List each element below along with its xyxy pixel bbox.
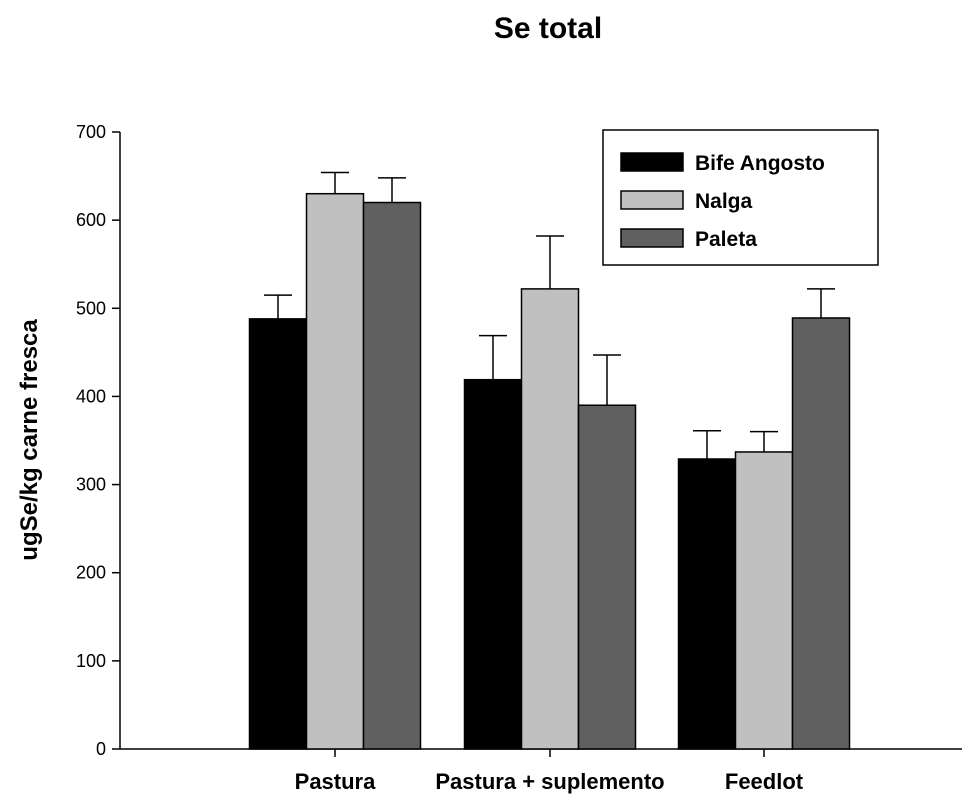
y-tick-label: 600	[76, 210, 106, 230]
bar	[677, 458, 737, 750]
legend-swatch	[620, 228, 684, 248]
category-label: Pastura + suplemento	[435, 769, 664, 794]
bar	[248, 318, 308, 750]
bar	[305, 192, 365, 750]
category-label: Pastura	[295, 769, 376, 794]
y-axis-label: ugSe/kg carne fresca	[16, 319, 43, 561]
y-tick-label: 100	[76, 651, 106, 671]
category-label: Feedlot	[725, 769, 804, 794]
legend-label: Nalga	[695, 190, 753, 213]
bar	[362, 201, 422, 750]
y-tick-label: 700	[76, 122, 106, 142]
bar	[463, 378, 523, 750]
legend-swatch	[620, 152, 684, 172]
bar	[520, 288, 580, 750]
legend: Bife Angosto Nalga Paleta	[602, 129, 879, 266]
y-tick-label: 500	[76, 298, 106, 318]
y-tick-label: 0	[96, 739, 106, 759]
legend-label: Paleta	[695, 228, 757, 251]
bar	[734, 451, 794, 750]
plot-area: 0 100 200 300 400 500 600 700 Pastura Pastura + s…	[76, 122, 962, 794]
bar	[791, 317, 851, 750]
y-tick-label: 300	[76, 475, 106, 495]
y-tick-label: 200	[76, 563, 106, 583]
legend-label: Bife Angosto	[695, 152, 825, 175]
y-tick-label: 400	[76, 386, 106, 406]
legend-swatch	[620, 190, 684, 210]
chart-title: Se total	[494, 12, 602, 45]
bar	[577, 404, 637, 750]
